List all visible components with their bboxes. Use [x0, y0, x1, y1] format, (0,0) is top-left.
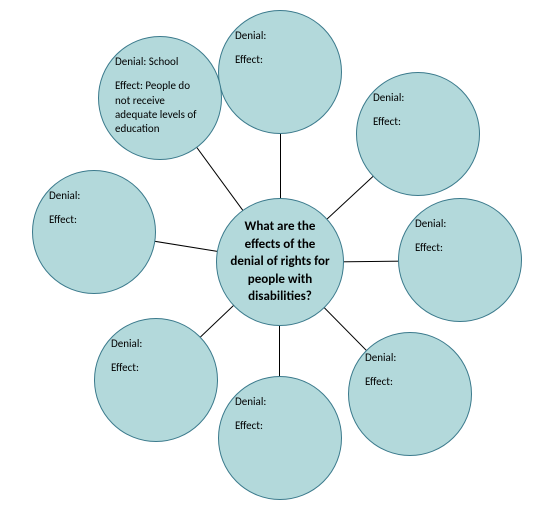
outer-node: Denial: School Effect: People do not rece…	[98, 36, 222, 160]
outer-node: Denial: Effect:	[398, 198, 522, 322]
outer-node: Denial: Effect:	[356, 72, 480, 196]
denial-label: Denial:	[235, 29, 327, 43]
effect-label: Effect: People do not receive adequate l…	[115, 79, 207, 136]
effect-label: Effect:	[49, 213, 141, 227]
denial-label: Denial:	[111, 337, 203, 351]
outer-node: Denial: Effect:	[94, 318, 218, 442]
outer-node: Denial: Effect:	[348, 332, 472, 456]
denial-label: Denial: School	[115, 55, 207, 69]
effect-label: Effect:	[235, 419, 327, 433]
effect-label: Effect:	[111, 361, 203, 375]
outer-node: Denial: Effect:	[218, 10, 342, 134]
outer-node: Denial: Effect:	[218, 376, 342, 500]
effect-label: Effect:	[373, 115, 465, 129]
denial-label: Denial:	[49, 189, 141, 203]
center-node: What are the effects of the denial of ri…	[216, 198, 344, 326]
denial-label: Denial:	[373, 91, 465, 105]
denial-label: Denial:	[365, 351, 457, 365]
effect-label: Effect:	[415, 241, 507, 255]
denial-label: Denial:	[235, 395, 327, 409]
effect-label: Effect:	[365, 375, 457, 389]
outer-node: Denial: Effect:	[32, 170, 156, 294]
effect-label: Effect:	[235, 53, 327, 67]
denial-label: Denial:	[415, 217, 507, 231]
center-text: What are the effects of the denial of ri…	[227, 218, 333, 306]
